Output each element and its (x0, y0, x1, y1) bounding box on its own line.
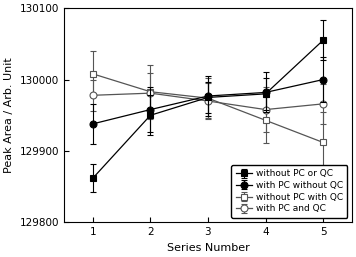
Y-axis label: Peak Area / Arb. Unit: Peak Area / Arb. Unit (4, 57, 14, 173)
X-axis label: Series Number: Series Number (167, 243, 249, 253)
Legend: without PC or QC, with PC without QC, without PC with QC, with PC and QC: without PC or QC, with PC without QC, wi… (231, 165, 347, 218)
